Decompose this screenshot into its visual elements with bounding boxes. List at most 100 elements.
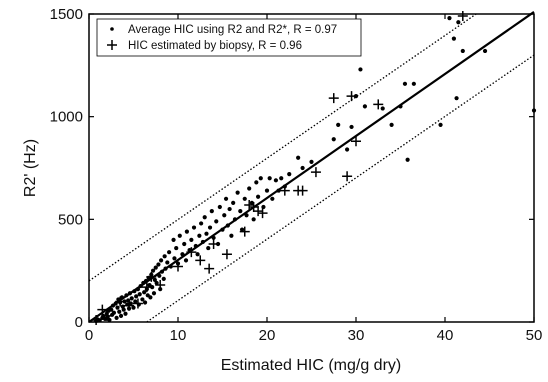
average-point-36 <box>134 294 139 299</box>
average-point-83 <box>197 233 202 238</box>
fit-lines <box>88 11 535 323</box>
average-point-37 <box>135 287 141 292</box>
average-point-117 <box>270 196 275 201</box>
average-point-74 <box>180 252 185 257</box>
average-point-104 <box>238 209 243 214</box>
biopsy-point-2 <box>101 310 112 321</box>
biopsy-point-27 <box>351 136 361 147</box>
average-point-96 <box>222 213 227 218</box>
average-point-145 <box>482 48 488 54</box>
x-tick-label-4: 40 <box>437 327 454 344</box>
biopsy-point-26 <box>346 91 357 102</box>
average-point-133 <box>380 106 385 111</box>
average-point-113 <box>258 176 263 181</box>
average-point-50 <box>148 295 153 300</box>
average-point-81 <box>193 243 198 249</box>
average-point-105 <box>239 227 245 232</box>
average-point-86 <box>202 215 207 220</box>
average-point-91 <box>211 235 216 240</box>
biopsy-point-7 <box>146 271 157 282</box>
average-point-33 <box>131 305 136 310</box>
average-point-44 <box>142 300 148 305</box>
average-point-89 <box>207 225 213 230</box>
legend-plus-icon <box>107 40 117 50</box>
biopsy-point-4 <box>124 300 135 311</box>
legend-box <box>96 18 362 57</box>
average-point-108 <box>247 186 252 191</box>
average-point-142 <box>454 96 459 101</box>
average-point-102 <box>232 217 238 222</box>
average-point-77 <box>184 229 189 234</box>
biopsy-point-25 <box>342 171 353 182</box>
average-point-138 <box>411 81 416 86</box>
biopsy-point-16 <box>244 199 255 210</box>
average-point-101 <box>231 200 236 206</box>
average-point-34 <box>132 289 137 294</box>
biopsy-point-5 <box>132 298 143 309</box>
average-point-137 <box>405 157 410 162</box>
average-point-59 <box>157 273 162 278</box>
average-point-61 <box>158 258 164 263</box>
biopsy-point-11 <box>195 255 206 266</box>
average-point-120 <box>279 176 284 181</box>
legend-label-biopsy: HIC estimated by biopsy, R = 0.96 <box>128 40 302 52</box>
average-point-140 <box>447 16 452 21</box>
biopsy-point-15 <box>239 226 250 237</box>
average-point-75 <box>182 241 187 247</box>
average-point-18 <box>117 309 122 314</box>
average-point-40 <box>138 283 143 289</box>
average-point-84 <box>199 221 204 226</box>
average-point-65 <box>163 266 168 271</box>
average-point-90 <box>209 209 214 214</box>
y-tick-label-2: 1000 <box>50 109 83 126</box>
average-point-100 <box>229 233 234 238</box>
average-point-66 <box>165 260 170 265</box>
biopsy-point-22 <box>297 185 308 196</box>
y-tick-label-1: 500 <box>58 211 83 228</box>
regression-line <box>88 11 535 323</box>
x-tick-label-5: 50 <box>526 327 543 344</box>
average-point-136 <box>402 81 408 86</box>
data-points <box>91 11 537 325</box>
average-point-92 <box>214 219 219 224</box>
average-point-52 <box>150 284 155 290</box>
biopsy-point-20 <box>279 185 290 196</box>
average-point-30 <box>127 291 133 296</box>
biopsy-point-24 <box>328 93 339 104</box>
biopsy-point-29 <box>457 11 468 22</box>
average-point-119 <box>276 188 281 193</box>
average-point-45 <box>143 278 149 284</box>
confidence-bound-line-2 <box>146 54 535 323</box>
biopsy-point-1 <box>97 304 108 315</box>
average-point-53 <box>150 268 156 273</box>
average-point-98 <box>225 223 230 228</box>
legend-dot-icon <box>110 27 114 31</box>
x-axis-label: Estimated HIC (mg/g dry) <box>221 357 401 374</box>
average-point-79 <box>189 237 194 242</box>
x-tick-label-0: 0 <box>85 327 93 344</box>
average-point-70 <box>172 256 177 261</box>
average-point-71 <box>174 245 179 251</box>
average-point-67 <box>167 250 172 255</box>
x-tick-label-1: 10 <box>170 327 187 344</box>
biopsy-point-23 <box>310 167 321 178</box>
legend: Average HIC using R2 and R2*, R = 0.97 H… <box>96 18 362 57</box>
biopsy-point-14 <box>221 249 232 260</box>
average-point-122 <box>287 172 292 177</box>
average-point-41 <box>140 297 145 302</box>
average-point-43 <box>142 290 147 295</box>
x-tick-label-3: 30 <box>348 327 365 344</box>
average-point-69 <box>171 237 176 242</box>
biopsy-point-12 <box>204 263 215 274</box>
average-point-128 <box>345 147 350 152</box>
biopsy-point-10 <box>186 247 197 258</box>
biopsy-point-3 <box>115 296 126 307</box>
biopsy-point-17 <box>248 202 259 213</box>
average-point-58 <box>156 262 161 267</box>
average-point-141 <box>451 36 456 41</box>
average-point-94 <box>217 204 222 210</box>
average-point-116 <box>267 176 272 181</box>
average-point-131 <box>358 67 363 72</box>
average-point-68 <box>168 264 173 269</box>
